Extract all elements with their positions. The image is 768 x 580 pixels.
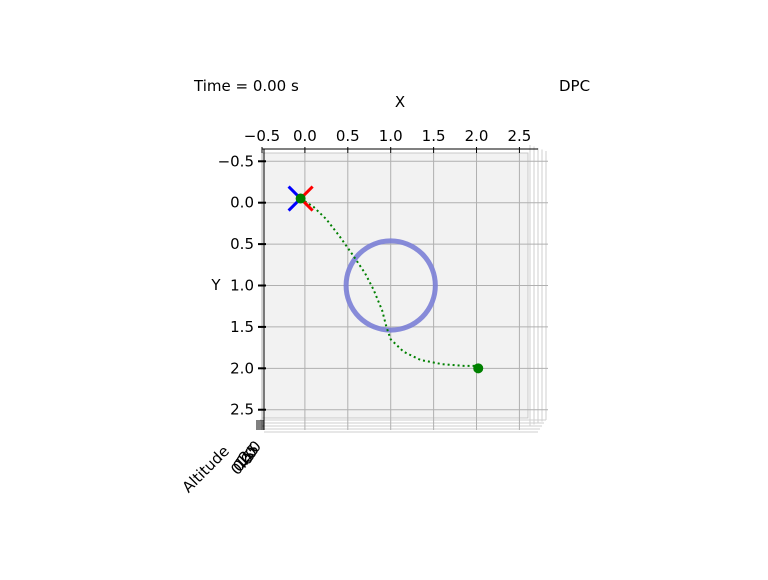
x-tick-label: 1.5 xyxy=(422,127,446,145)
trajectory-line xyxy=(300,197,477,367)
plot-area: −0.5 0.0 0.5 1.0 1.5 2.0 2.5 −0.5 0.0 0.5 1.0 1.5 2.… xyxy=(218,127,548,479)
y-tick-label: 1.5 xyxy=(230,318,254,336)
x-tick-label: 1.0 xyxy=(379,127,403,145)
controller-label: DPC xyxy=(559,77,590,95)
y-axis-label: Y xyxy=(210,276,221,294)
obstacle-circle xyxy=(343,238,438,333)
y-tick-label: 2.0 xyxy=(230,359,254,377)
x-tick-label: 2.5 xyxy=(507,127,531,145)
y-tick-label: 0.5 xyxy=(230,235,254,253)
start-marker xyxy=(295,193,306,204)
x-tick-label: 2.0 xyxy=(465,127,489,145)
y-tick-label: 1.0 xyxy=(230,277,254,295)
z-axis-label: Altitude xyxy=(179,442,233,496)
y-tick-label: −0.5 xyxy=(218,152,254,170)
x-tick-label: 0.0 xyxy=(293,127,317,145)
time-label: Time = 0.00 s xyxy=(193,77,299,95)
goal-marker xyxy=(473,363,484,374)
x-axis-label: X xyxy=(395,93,405,111)
y-tick-label: 2.5 xyxy=(230,401,254,419)
y-tick-label: 0.0 xyxy=(230,194,254,212)
x-tick-label: 0.5 xyxy=(336,127,360,145)
x-tick-label: −0.5 xyxy=(244,127,280,145)
